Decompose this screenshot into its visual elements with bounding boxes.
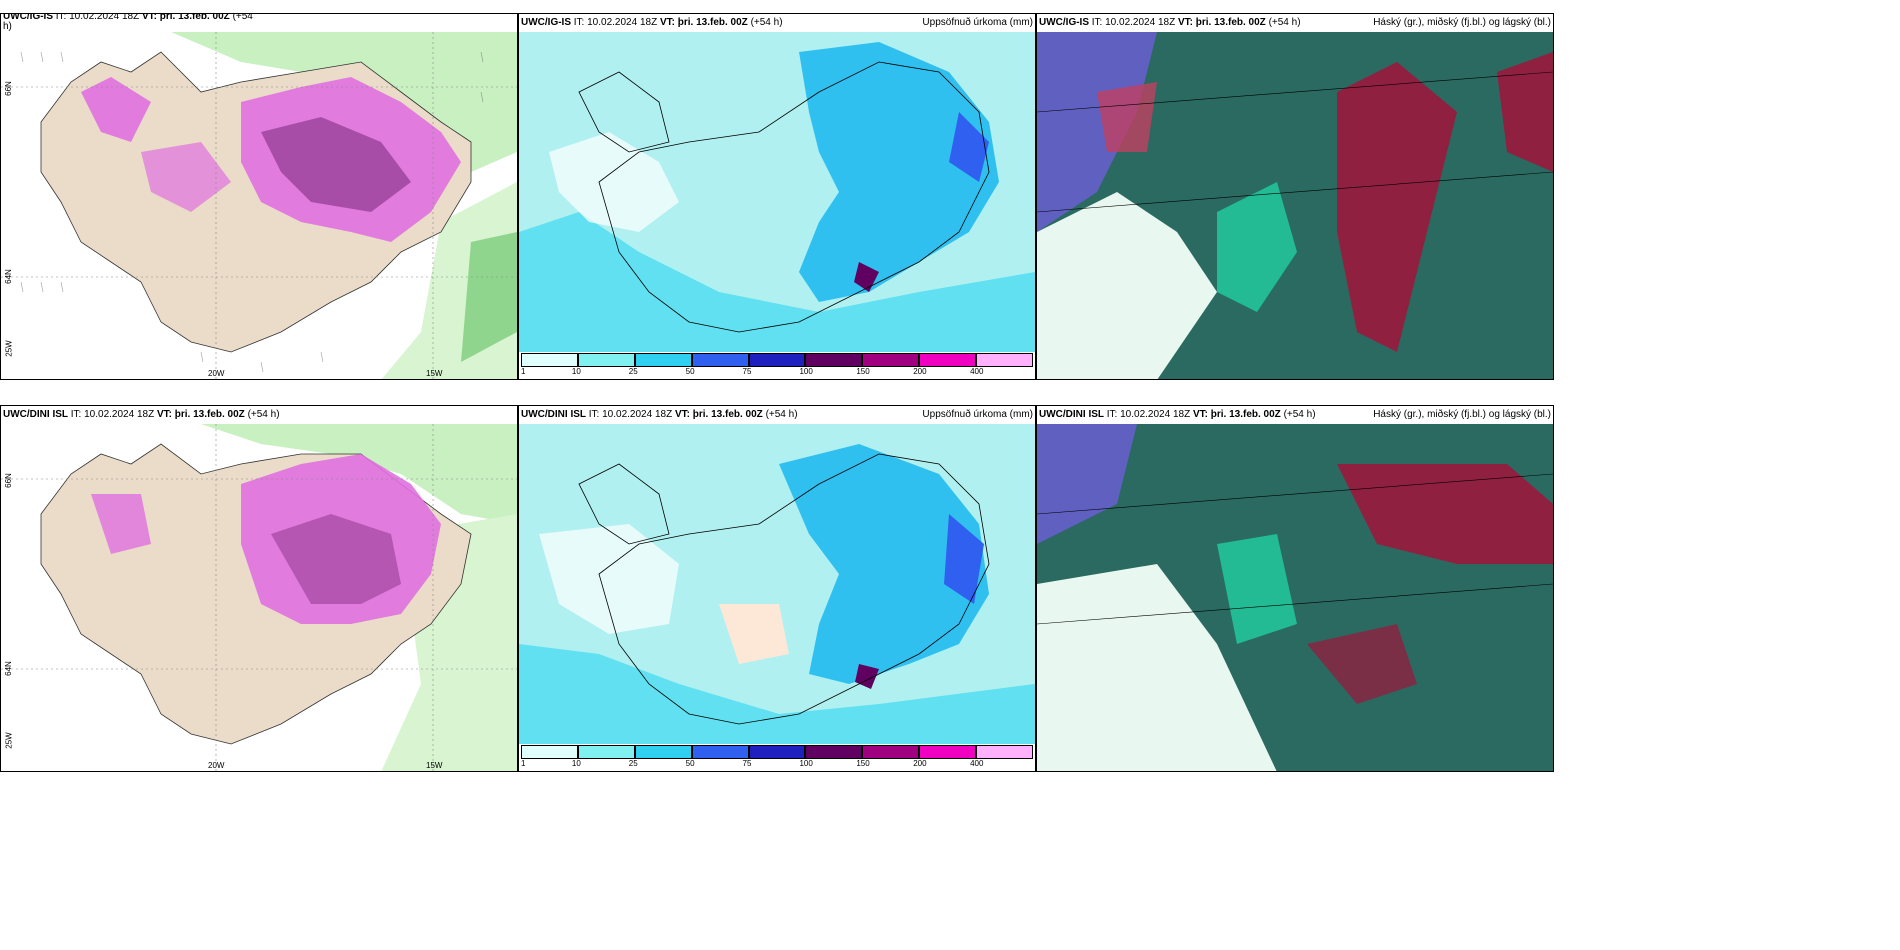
colorbar-cell bbox=[919, 353, 977, 367]
colorbar-cell bbox=[976, 353, 1033, 367]
init-time: IT: 10.02.2024 18Z bbox=[1106, 409, 1191, 420]
lon-label-15w: 15W bbox=[426, 761, 443, 770]
panel-header: UWC/DINI ISL IT: 10.02.2024 18Z VT: þri.… bbox=[1039, 408, 1551, 422]
init-time: IT: 10.02.2024 18Z bbox=[70, 409, 155, 420]
panel-header: UWC/DINI ISL IT: 10.02.2024 18Z VT: þri.… bbox=[521, 408, 1033, 422]
lead-time: (+54 h) bbox=[750, 17, 783, 28]
panel-header: UWC/DINI ISL IT: 10.02.2024 18Z VT: þri.… bbox=[3, 408, 515, 422]
lead-time: (+54 h) bbox=[765, 409, 798, 420]
lat-label-66n: 66N bbox=[3, 81, 13, 96]
lon-label-15w: 15W bbox=[426, 369, 443, 378]
colorbar-cell bbox=[805, 353, 863, 367]
colorbar-cell bbox=[521, 745, 578, 759]
model-name: UWC/IG-IS bbox=[3, 13, 53, 22]
model-name: UWC/DINI ISL bbox=[521, 409, 586, 420]
colorbar-label: 100 bbox=[799, 367, 813, 376]
panel-precip-dini: UWC/DINI ISL IT: 10.02.2024 18Z VT: þri.… bbox=[518, 405, 1036, 772]
lon-label-25w: 25W bbox=[4, 340, 14, 357]
lon-label-25w: 25W bbox=[4, 732, 14, 749]
colorbar-cell bbox=[748, 353, 806, 367]
lat-label-66n: 66N bbox=[3, 473, 13, 488]
valid-time: VT: þri. 13.feb. 00Z bbox=[1177, 17, 1266, 28]
colorbar-cell bbox=[634, 353, 692, 367]
lead-time: (+54 h) bbox=[247, 409, 280, 420]
precip-colorbar: 1 10 25 50 75 100 150 200 400 bbox=[521, 745, 1033, 769]
valid-time: VT: þri. 13.feb. 00Z bbox=[674, 409, 763, 420]
lat-label-64n: 64N bbox=[3, 661, 13, 676]
colorbar-label: 75 bbox=[742, 759, 752, 768]
colorbar-cell bbox=[748, 745, 806, 759]
valid-time: VT: þri. 13.feb. 00Z bbox=[1192, 409, 1281, 420]
colorbar-label: 200 bbox=[913, 759, 927, 768]
init-time: IT: 10.02.2024 18Z bbox=[55, 13, 140, 22]
init-time: IT: 10.02.2024 18Z bbox=[573, 17, 658, 28]
colorbar-cell bbox=[691, 353, 749, 367]
colorbar-cell bbox=[805, 745, 863, 759]
cloud-map bbox=[1037, 32, 1553, 379]
panel-precip-igis: UWC/IG-IS IT: 10.02.2024 18Z VT: þri. 13… bbox=[518, 13, 1036, 380]
colorbar-cell bbox=[919, 745, 977, 759]
field-title: Háský (gr.), miðský (fj.bl.) og lágský (… bbox=[1373, 409, 1551, 420]
colorbar-label: 10 bbox=[571, 759, 581, 768]
lead-time: (+54 h) bbox=[1283, 409, 1316, 420]
panel-header: UWC/IG-IS IT: 10.02.2024 18Z VT: þri. 13… bbox=[1039, 16, 1551, 30]
colorbar-cell bbox=[976, 745, 1033, 759]
colorbar-label: 10 bbox=[571, 367, 581, 376]
panel-cloud-dini: UWC/DINI ISL IT: 10.02.2024 18Z VT: þri.… bbox=[1036, 405, 1554, 772]
colorbar-label: 150 bbox=[856, 367, 870, 376]
colorbar-label: 75 bbox=[742, 367, 752, 376]
valid-time: VT: þri. 13.feb. 00Z bbox=[141, 13, 230, 22]
lead-time: (+54 bbox=[232, 13, 253, 22]
lead-time: (+54 h) bbox=[1268, 17, 1301, 28]
lead-time-suffix: h) bbox=[3, 21, 12, 32]
panel-header-wrap: h) bbox=[3, 20, 515, 34]
colorbar-label: 50 bbox=[685, 759, 695, 768]
colorbar-cell bbox=[577, 745, 635, 759]
colorbar-cell bbox=[862, 745, 920, 759]
lon-label-20w: 20W bbox=[208, 369, 225, 378]
model-name: UWC/DINI ISL bbox=[1039, 409, 1104, 420]
colorbar-cell bbox=[862, 353, 920, 367]
colorbar-label: 50 bbox=[685, 367, 695, 376]
lon-label-20w: 20W bbox=[208, 761, 225, 770]
panel-header: UWC/IG-IS IT: 10.02.2024 18Z VT: þri. 13… bbox=[3, 13, 515, 24]
panel-header: UWC/IG-IS IT: 10.02.2024 18Z VT: þri. 13… bbox=[521, 16, 1033, 30]
colorbar-cell bbox=[521, 353, 578, 367]
colorbar-cell bbox=[634, 745, 692, 759]
precip-map bbox=[519, 32, 1035, 352]
precip-colorbar: 1 10 25 50 75 100 150 200 400 bbox=[521, 353, 1033, 377]
colorbar-label: 100 bbox=[799, 759, 813, 768]
precip-map bbox=[519, 424, 1035, 744]
field-title: Uppsöfnuð úrkoma (mm) bbox=[922, 409, 1033, 420]
init-time: IT: 10.02.2024 18Z bbox=[1091, 17, 1176, 28]
colorbar-label: 1 bbox=[521, 759, 526, 768]
colorbar-cell bbox=[691, 745, 749, 759]
model-name: UWC/DINI ISL bbox=[3, 409, 68, 420]
model-name: UWC/IG-IS bbox=[521, 17, 571, 28]
panel-cloud-igis: UWC/IG-IS IT: 10.02.2024 18Z VT: þri. 13… bbox=[1036, 13, 1554, 380]
model-name: UWC/IG-IS bbox=[1039, 17, 1089, 28]
snow-map bbox=[1, 32, 517, 379]
init-time: IT: 10.02.2024 18Z bbox=[588, 409, 673, 420]
colorbar-label: 1 bbox=[521, 367, 526, 376]
field-title: Uppsöfnuð úrkoma (mm) bbox=[922, 17, 1033, 28]
colorbar-label: 200 bbox=[913, 367, 927, 376]
colorbar-label: 25 bbox=[628, 367, 638, 376]
cloud-map bbox=[1037, 424, 1553, 771]
valid-time: VT: þri. 13.feb. 00Z bbox=[156, 409, 245, 420]
valid-time: VT: þri. 13.feb. 00Z bbox=[659, 17, 748, 28]
field-title: Háský (gr.), miðský (fj.bl.) og lágský (… bbox=[1373, 17, 1551, 28]
colorbar-label: 400 bbox=[970, 367, 984, 376]
lat-label-64n: 64N bbox=[3, 269, 13, 284]
colorbar-cell bbox=[577, 353, 635, 367]
colorbar-label: 400 bbox=[970, 759, 984, 768]
colorbar-label: 150 bbox=[856, 759, 870, 768]
panel-snow-dini: UWC/DINI ISL IT: 10.02.2024 18Z VT: þri.… bbox=[0, 405, 518, 772]
snow-map bbox=[1, 424, 517, 771]
panel-snow-igis: UWC/IG-IS IT: 10.02.2024 18Z VT: þri. 13… bbox=[0, 13, 518, 380]
colorbar-label: 25 bbox=[628, 759, 638, 768]
